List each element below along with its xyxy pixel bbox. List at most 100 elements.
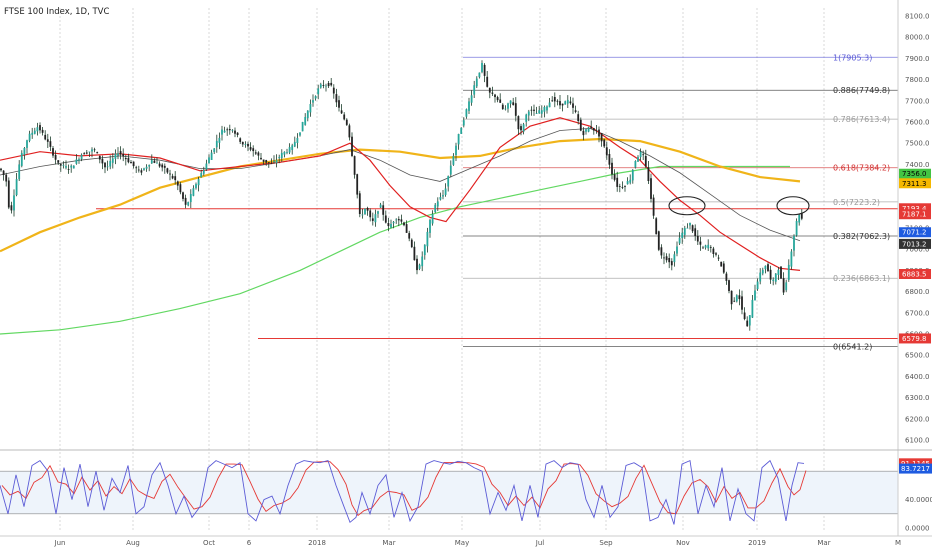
candle-body: [655, 218, 658, 235]
moving-averages: [0, 117, 801, 335]
price-candles: [0, 60, 803, 331]
ma-green-line: [0, 165, 790, 335]
candle-body: [192, 188, 195, 196]
candle-body: [361, 214, 364, 216]
y-tick-label: 7600.0: [905, 119, 930, 127]
candle-body: [257, 152, 260, 156]
candle-body: [465, 109, 468, 117]
candle-body: [733, 300, 736, 302]
candle-body: [153, 160, 156, 163]
stoch-d-line: [1, 461, 807, 517]
candle-body: [366, 208, 369, 211]
candle-body: [392, 221, 395, 224]
candle-body: [249, 147, 252, 150]
oscillator-tag: [899, 463, 932, 474]
candle-body: [273, 161, 275, 163]
candle-body: [306, 110, 309, 119]
candle-body: [751, 299, 754, 318]
candle-body: [514, 103, 517, 116]
candle-body: [473, 85, 476, 95]
candle-body: [301, 122, 304, 132]
candle-body: [642, 154, 645, 156]
fib-level-label: 0.786(7613.4): [833, 115, 890, 124]
candle-body: [0, 168, 2, 171]
candle-body: [780, 266, 782, 279]
candle-body: [88, 151, 91, 153]
candle-body: [533, 109, 535, 111]
candle-body: [169, 173, 171, 175]
candle-body: [39, 125, 41, 131]
candle-body: [689, 222, 691, 226]
candle-body: [390, 223, 392, 228]
x-tick-label: Sep: [599, 539, 613, 547]
fib-level-label: 0.5(7223.2): [833, 198, 880, 207]
candle-body: [400, 219, 403, 222]
x-tick-label: Nov: [676, 539, 690, 547]
candle-body: [590, 126, 593, 129]
candle-body: [13, 195, 15, 211]
candle-body: [96, 152, 99, 154]
candle-body: [637, 157, 639, 162]
candle-body: [343, 114, 346, 120]
candle-body: [468, 101, 470, 111]
candle-body: [20, 153, 23, 166]
candle-body: [101, 159, 104, 164]
candle-body: [213, 148, 216, 152]
candle-body: [418, 264, 421, 269]
oscillator-tick-label: 40.0000: [905, 496, 932, 504]
x-tick-label: Jul: [535, 539, 545, 547]
candle-body: [122, 154, 125, 157]
candle-body: [603, 139, 606, 147]
candle-body: [738, 295, 741, 300]
candle-body: [475, 78, 478, 87]
candle-body: [106, 166, 109, 168]
candle-body: [187, 202, 190, 206]
candle-body: [10, 205, 13, 211]
candle-body: [782, 278, 785, 293]
annotation-ellipse: [776, 196, 810, 216]
candle-body: [702, 247, 704, 249]
candle-body: [668, 258, 671, 263]
candle-body: [663, 257, 665, 259]
candle-body: [218, 137, 221, 143]
y-tick-label: 7400.0: [905, 161, 930, 169]
candle-body: [395, 219, 398, 221]
y-tick-label: 7000.0: [905, 246, 930, 254]
price-tag: [899, 178, 931, 189]
candle-body: [239, 138, 242, 142]
x-tick-label: 2018: [308, 539, 326, 547]
candle-body: [143, 168, 145, 170]
candle-body: [553, 97, 556, 102]
candle-body: [800, 213, 803, 219]
candle-body: [195, 184, 197, 189]
candle-body: [145, 166, 148, 169]
candle-body: [715, 253, 717, 255]
candle-body: [722, 263, 725, 273]
candle-body: [548, 102, 551, 108]
candle-body: [735, 295, 738, 302]
candle-body: [44, 134, 47, 140]
candle-body: [397, 219, 400, 221]
candle-body: [447, 176, 450, 187]
candle-body: [265, 160, 268, 163]
candle-body: [158, 163, 161, 167]
candle-body: [377, 211, 379, 214]
candle-body: [18, 164, 21, 180]
x-tick-label: Aug: [126, 539, 140, 547]
candle-body: [340, 110, 343, 114]
candle-body: [582, 130, 585, 136]
candle-body: [205, 163, 208, 170]
candle-body: [611, 162, 613, 175]
candle-body: [244, 144, 247, 145]
candle-body: [119, 151, 122, 155]
candle-body: [98, 155, 101, 160]
y-tick-label: 8100.0: [905, 13, 930, 21]
candle-body: [286, 152, 288, 153]
candle-body: [46, 139, 49, 142]
candle-body: [62, 164, 65, 166]
candle-body: [566, 99, 569, 104]
candle-body: [556, 100, 559, 102]
candle-body: [111, 158, 114, 163]
